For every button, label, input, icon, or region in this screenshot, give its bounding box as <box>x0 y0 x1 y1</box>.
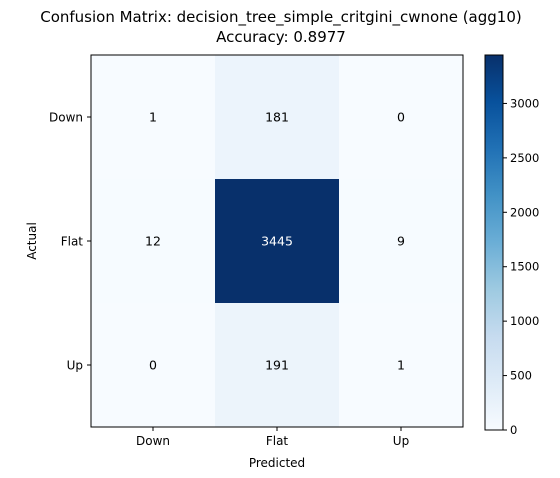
cell-value-label: 0 <box>397 110 405 125</box>
chart-subtitle: Accuracy: 0.8977 <box>216 28 346 46</box>
cell-value-label: 12 <box>145 234 161 249</box>
y-tick-label: Flat <box>61 235 84 249</box>
cell-value-label: 9 <box>397 234 405 249</box>
heatmap-cell <box>339 179 464 304</box>
heatmap-cell <box>91 179 216 304</box>
x-tick-label: Flat <box>266 434 289 448</box>
y-tick-label: Down <box>49 111 83 125</box>
colorbar-tick-label: 2000 <box>510 205 539 219</box>
cell-value-label: 0 <box>149 358 157 373</box>
x-axis-ticks: Down Flat Up <box>136 427 409 448</box>
heatmap-cell <box>91 55 216 180</box>
colorbar-tick-label: 500 <box>510 369 532 383</box>
heatmap-cell <box>215 179 340 304</box>
cell-value-label: 1 <box>397 358 405 373</box>
chart-title: Confusion Matrix: decision_tree_simple_c… <box>40 8 522 27</box>
y-axis-label: Actual <box>25 222 39 260</box>
y-tick-label: Up <box>67 359 83 373</box>
x-tick-label: Up <box>393 434 409 448</box>
y-axis-ticks: Down Flat Up <box>49 111 91 373</box>
x-axis-label: Predicted <box>249 456 305 470</box>
colorbar-tick-label: 1000 <box>510 314 539 328</box>
heatmap-cell <box>91 303 216 428</box>
heatmap-cells: 1 181 0 12 3445 9 0 191 1 <box>91 55 464 428</box>
heatmap-cell <box>339 303 464 428</box>
heatmap-cell <box>215 55 340 180</box>
cell-value-label: 1 <box>149 110 157 125</box>
cell-value-label: 181 <box>265 110 289 125</box>
colorbar-tick-label: 0 <box>510 423 517 437</box>
colorbar-tick-label: 2500 <box>510 151 539 165</box>
colorbar: 0 500 1000 1500 2000 2500 3000 <box>484 54 539 437</box>
colorbar-tick-label: 1500 <box>510 260 539 274</box>
heatmap-cell <box>339 55 464 180</box>
colorbar-ticks: 0 500 1000 1500 2000 2500 3000 <box>503 96 539 437</box>
heatmap-cell <box>215 303 340 428</box>
x-tick-label: Down <box>136 434 170 448</box>
colorbar-tick-label: 3000 <box>510 96 539 110</box>
cell-value-label: 3445 <box>261 234 293 249</box>
colorbar-gradient <box>484 54 504 431</box>
cell-value-label: 191 <box>265 358 289 373</box>
